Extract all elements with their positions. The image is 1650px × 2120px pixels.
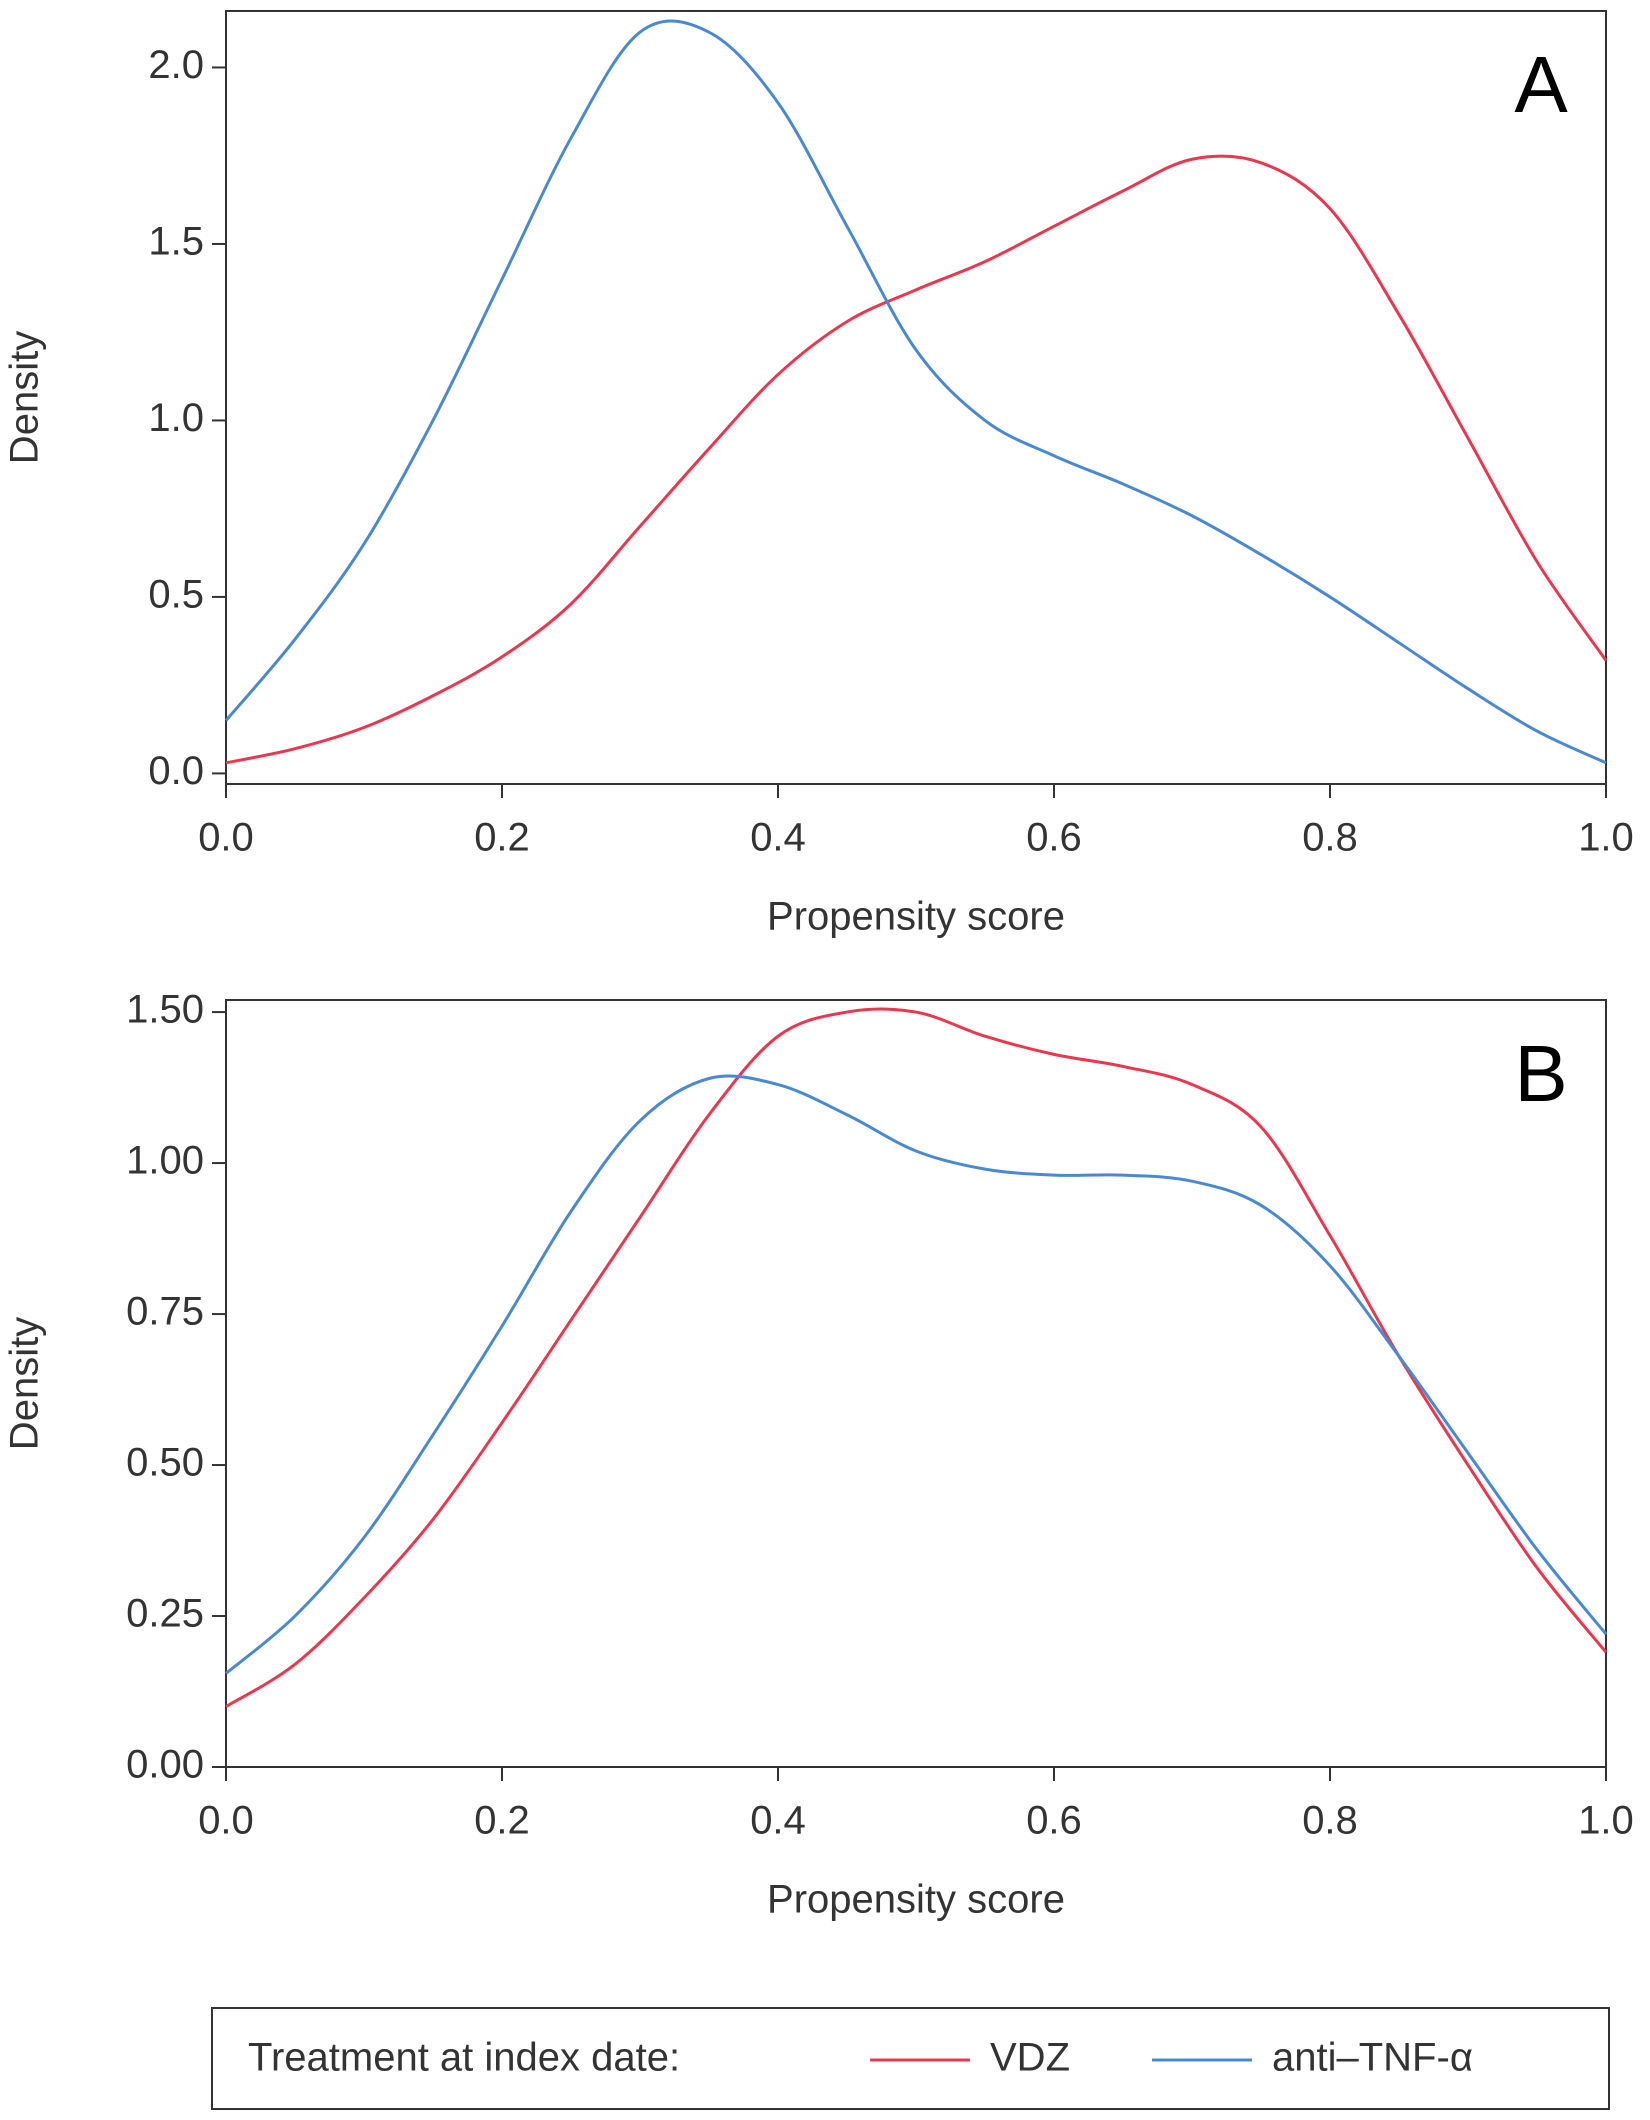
- x-tick-label: 0.4: [750, 1799, 806, 1843]
- y-axis-title: Density: [3, 331, 47, 464]
- y-tick-label: 1.00: [126, 1139, 204, 1183]
- y-tick-label: 1.5: [148, 220, 204, 264]
- x-tick-label: 0.8: [1302, 1799, 1358, 1843]
- x-tick-label: 0.2: [474, 816, 530, 860]
- y-tick-label: 0.50: [126, 1441, 204, 1485]
- y-axis-title: Density: [3, 1317, 47, 1450]
- panel-label: B: [1514, 1029, 1567, 1118]
- plot-frame: [225, 10, 1607, 785]
- x-tick-label: 0.4: [750, 816, 806, 860]
- legend-title: Treatment at index date:: [248, 2036, 680, 2080]
- density-line: [225, 154, 1608, 765]
- plot-frame: [225, 999, 1607, 1768]
- y-tick-label: 2.0: [148, 43, 204, 87]
- x-tick-label: 0.6: [1026, 1799, 1082, 1843]
- x-tick-label: 1.0: [1578, 816, 1634, 860]
- y-tick-label: 0.5: [148, 572, 204, 616]
- y-tick-label: 1.0: [148, 396, 204, 440]
- density-line: [225, 1074, 1608, 1675]
- x-axis-title: Propensity score: [767, 1878, 1065, 1922]
- panel-label: A: [1514, 40, 1568, 129]
- x-tick-label: 0.8: [1302, 816, 1358, 860]
- legend-label: VDZ: [990, 2036, 1070, 2080]
- x-tick-label: 0.6: [1026, 816, 1082, 860]
- y-tick-label: 0.00: [126, 1743, 204, 1787]
- y-tick-label: 0.75: [126, 1290, 204, 1334]
- x-axis-title: Propensity score: [767, 895, 1065, 939]
- density-line: [224, 19, 1607, 765]
- x-tick-label: 1.0: [1578, 1799, 1634, 1843]
- x-tick-label: 0.0: [198, 816, 254, 860]
- x-tick-label: 0.0: [198, 1799, 254, 1843]
- y-tick-label: 1.50: [126, 988, 204, 1032]
- legend-label: anti–TNF-α: [1272, 2036, 1473, 2080]
- y-tick-label: 0.25: [126, 1592, 204, 1636]
- x-tick-label: 0.2: [474, 1799, 530, 1843]
- y-tick-label: 0.0: [148, 749, 204, 793]
